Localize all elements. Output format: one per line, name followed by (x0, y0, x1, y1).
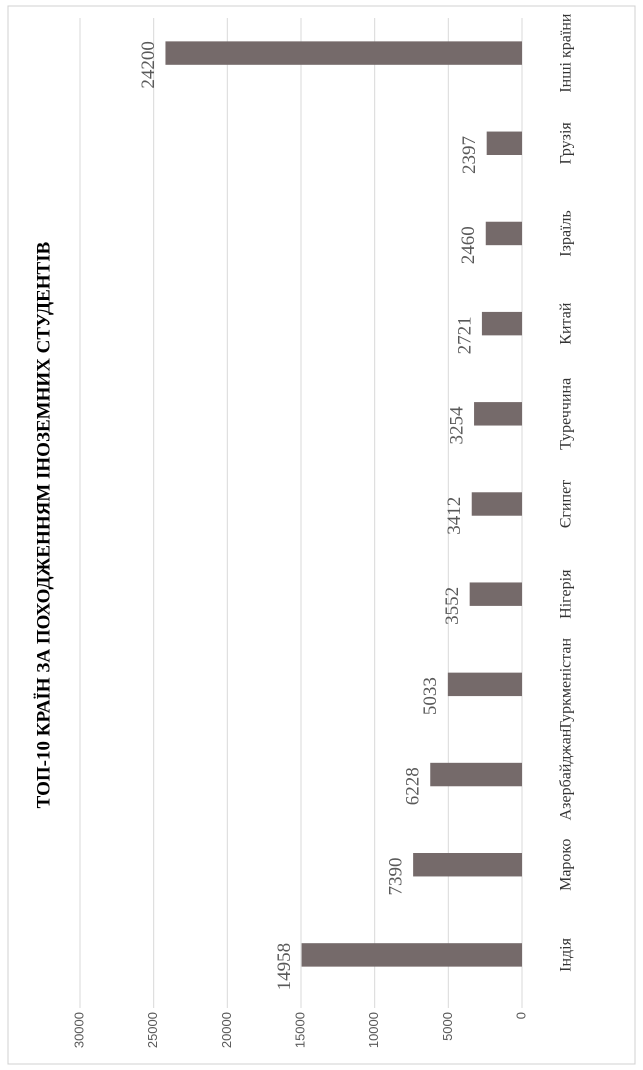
x-tick-label: Китай (558, 302, 575, 345)
y-tick-label: 5000 (440, 1012, 455, 1041)
x-tick-label: Індія (558, 937, 575, 971)
x-tick-label: Єгипет (558, 480, 575, 528)
data-label: 3254 (446, 406, 467, 445)
data-label: 2721 (454, 316, 475, 354)
x-tick-label: Ізраїль (558, 210, 575, 256)
data-label: 3412 (444, 497, 465, 535)
x-tick-label: Азербайджан (558, 728, 575, 820)
data-label: 6228 (403, 767, 424, 805)
frame (7, 5, 636, 1065)
data-label: 3552 (442, 587, 463, 625)
x-tick-label: Грузія (558, 122, 575, 165)
y-tick-label: 25000 (145, 1012, 160, 1048)
y-tick-label: 20000 (219, 1012, 234, 1048)
bar (413, 853, 522, 877)
data-label: 14958 (274, 943, 295, 991)
bar (486, 131, 523, 155)
x-tick-label: Інші країни (558, 13, 575, 93)
x-tick-label: Нігерія (558, 569, 575, 619)
bar (471, 492, 522, 516)
chart-title: ТОП-10 КРАЇН ЗА ПОХОДЖЕННЯМ ІНОЗЕМНИХ СТ… (33, 241, 54, 808)
data-label: 24200 (138, 41, 159, 89)
y-tick-label: 15000 (292, 1012, 307, 1048)
bar (474, 402, 523, 426)
y-tick-label: 30000 (71, 1012, 86, 1048)
data-label: 5033 (420, 677, 441, 715)
bar (469, 582, 523, 606)
bar (165, 41, 522, 65)
y-tick-label: 10000 (366, 1012, 381, 1048)
data-label: 7390 (385, 857, 406, 895)
bar (430, 762, 523, 787)
x-tick-label: Мароко (558, 839, 575, 891)
bar (301, 943, 522, 967)
x-tick-label: Туркменістан (558, 637, 575, 730)
data-label: 2397 (459, 136, 480, 174)
bar (481, 311, 523, 336)
bar (447, 672, 523, 697)
data-label: 2460 (458, 226, 479, 264)
bar (485, 221, 523, 246)
y-tick-label: 0 (513, 1012, 528, 1019)
x-tick-label: Туреччина (558, 378, 575, 450)
